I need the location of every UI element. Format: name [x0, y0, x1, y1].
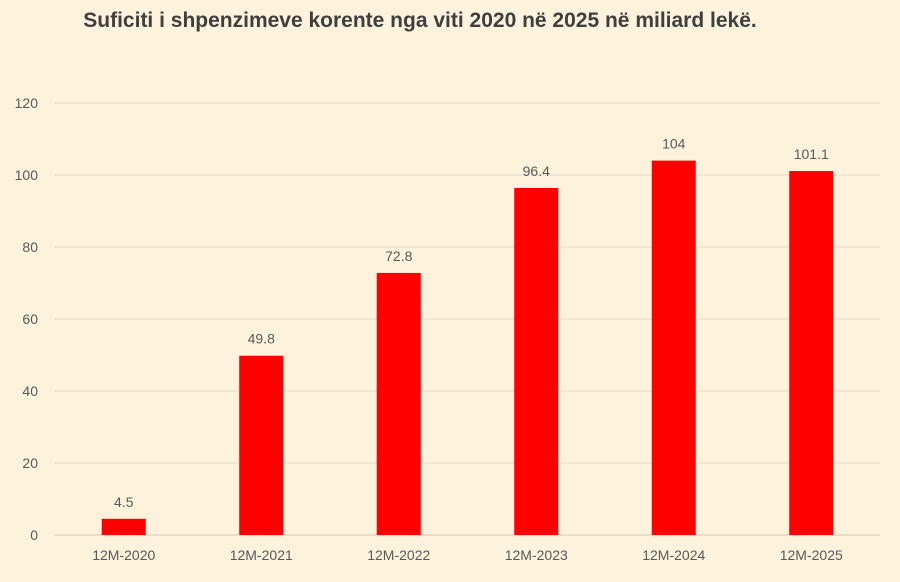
x-tick-label: 12M-2021 [230, 547, 293, 563]
bar [514, 187, 559, 535]
data-label: 72.8 [385, 248, 412, 264]
data-label: 104 [662, 136, 686, 152]
bar [101, 518, 146, 535]
chart-title: Suficiti i shpenzimeve korente nga viti … [83, 9, 757, 32]
x-tick-label: 12M-2024 [642, 547, 705, 563]
bar [789, 171, 834, 536]
y-tick-label: 0 [30, 527, 38, 543]
bar [651, 160, 696, 535]
y-tick-label: 100 [15, 167, 39, 183]
data-label: 96.4 [523, 163, 550, 179]
data-label: 101.1 [794, 146, 829, 162]
y-tick-label: 20 [22, 455, 38, 471]
y-tick-label: 80 [22, 239, 38, 255]
y-tick-label: 60 [22, 311, 38, 327]
y-tick-label: 40 [22, 383, 38, 399]
x-tick-label: 12M-2023 [505, 547, 568, 563]
bar [239, 355, 284, 535]
x-tick-label: 12M-2025 [780, 547, 843, 563]
data-label: 49.8 [248, 331, 275, 347]
x-tick-label: 12M-2020 [92, 547, 155, 563]
y-tick-label: 120 [15, 95, 39, 111]
data-label: 4.5 [114, 494, 134, 510]
bar [376, 272, 421, 535]
x-tick-label: 12M-2022 [367, 547, 430, 563]
